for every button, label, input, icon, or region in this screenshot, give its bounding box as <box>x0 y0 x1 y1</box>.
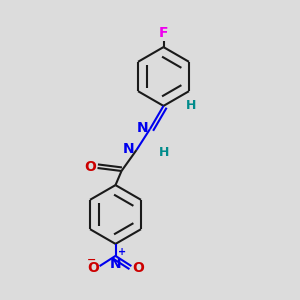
Text: N: N <box>137 121 148 135</box>
Text: N: N <box>123 142 135 156</box>
Text: H: H <box>159 146 169 160</box>
Text: N: N <box>110 256 121 271</box>
Text: H: H <box>186 99 196 112</box>
Text: F: F <box>159 26 168 40</box>
Text: −: − <box>87 255 97 265</box>
Text: +: + <box>118 247 126 257</box>
Text: O: O <box>84 160 96 174</box>
Text: O: O <box>87 262 99 275</box>
Text: O: O <box>132 262 144 275</box>
